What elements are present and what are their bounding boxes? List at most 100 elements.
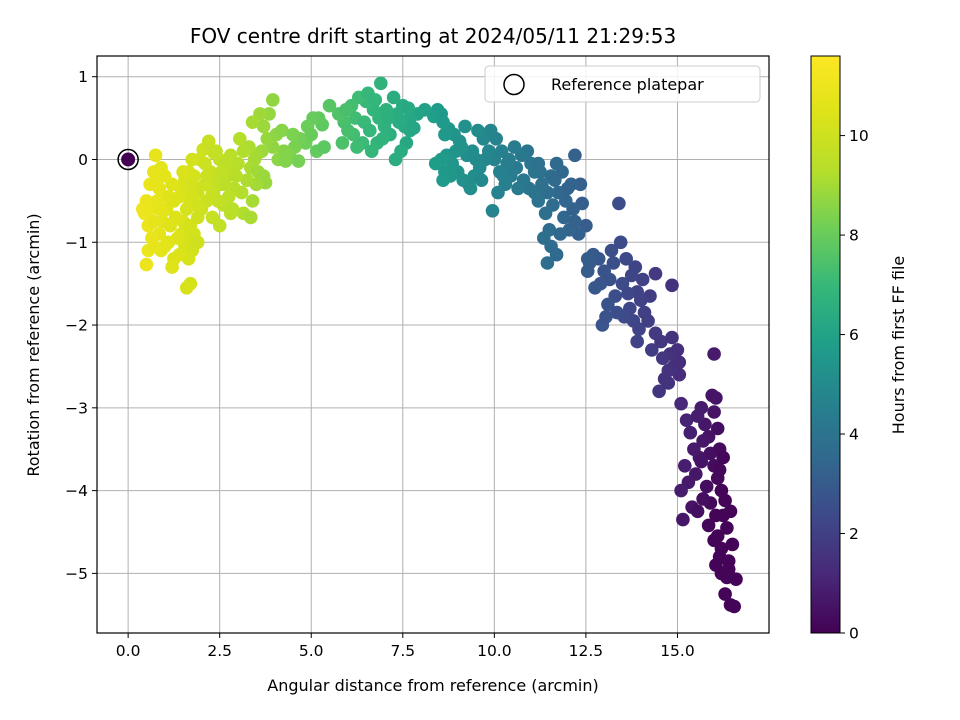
data-point [428, 156, 443, 171]
x-tick-label: 7.5 [390, 642, 415, 660]
data-point [179, 281, 194, 295]
colorbar-tick-label: 2 [849, 525, 859, 543]
data-point [496, 169, 511, 183]
data-point [701, 518, 716, 533]
data-point [670, 343, 685, 357]
x-tick-label: 0.0 [116, 642, 141, 660]
data-points [136, 76, 743, 614]
chart-title: FOV centre drift starting at 2024/05/11 … [190, 24, 676, 48]
colorbar: 0 2 4 6 8 10 Hours from first FF file [810, 55, 908, 643]
data-point [381, 111, 395, 125]
data-point [452, 134, 467, 149]
data-point [209, 144, 223, 158]
data-point [588, 281, 602, 295]
y-tick-label: −2 [65, 317, 88, 335]
data-point [148, 148, 163, 163]
data-point [657, 372, 672, 386]
data-point [185, 152, 199, 167]
data-point [601, 297, 615, 312]
data-point [696, 492, 710, 506]
data-point [707, 533, 721, 548]
data-point [612, 196, 626, 211]
x-axis-ticks: 0.0 2.5 5.0 7.5 10.0 12.5 15.0 [116, 633, 695, 660]
data-point [322, 98, 337, 113]
data-point [489, 132, 504, 146]
data-point [335, 136, 350, 150]
colorbar-tick-label: 8 [849, 227, 859, 245]
y-tick-label: −5 [65, 565, 88, 583]
data-point [223, 206, 238, 221]
data-point [317, 140, 331, 154]
data-point [648, 266, 663, 281]
data-point [154, 161, 168, 175]
x-tick-label: 15.0 [660, 642, 695, 660]
data-point [229, 169, 243, 183]
data-point [190, 210, 205, 225]
data-point [152, 202, 167, 216]
data-point [147, 214, 161, 229]
data-point [540, 256, 555, 270]
data-point [364, 144, 379, 158]
data-point [185, 177, 199, 192]
data-point [549, 247, 564, 262]
data-point [436, 115, 450, 129]
data-point [580, 264, 595, 279]
x-tick-label: 2.5 [207, 642, 232, 660]
data-point [634, 293, 648, 308]
colorbar-tick-label: 0 [849, 625, 859, 643]
data-point [236, 144, 251, 158]
data-point [386, 90, 401, 105]
data-point [233, 132, 247, 146]
colorbar-label: Hours from first FF file [889, 256, 908, 435]
data-point [553, 227, 568, 241]
data-point [148, 177, 163, 192]
x-axis-label: Angular distance from reference (arcmin) [267, 676, 598, 695]
y-tick-label: 1 [78, 68, 88, 86]
reference-platepar-marker [117, 148, 139, 171]
data-point [438, 127, 452, 142]
data-point [244, 210, 258, 225]
data-point [407, 121, 421, 135]
data-point [710, 421, 725, 436]
data-point [161, 189, 176, 204]
data-point [604, 243, 619, 258]
data-point [610, 305, 624, 320]
data-point [619, 251, 633, 266]
data-point [597, 264, 611, 279]
data-point [690, 409, 705, 423]
data-point [436, 173, 450, 187]
data-point [557, 210, 571, 225]
data-point [676, 512, 690, 527]
data-point [458, 119, 472, 134]
data-point [500, 156, 514, 171]
data-point [165, 260, 179, 274]
data-point [672, 355, 687, 370]
data-point [363, 123, 377, 138]
data-point [474, 173, 489, 187]
data-point [707, 347, 721, 361]
data-point [538, 206, 553, 221]
data-point [678, 459, 692, 473]
data-point [716, 450, 730, 465]
data-point [656, 351, 670, 366]
data-point [190, 235, 205, 250]
x-tick-label: 12.5 [569, 642, 604, 660]
data-point [560, 181, 575, 196]
data-point [275, 123, 289, 138]
data-point [723, 598, 738, 612]
data-point [469, 152, 483, 167]
x-tick-label: 10.0 [477, 642, 512, 660]
data-point [712, 550, 727, 564]
data-point [223, 148, 238, 163]
data-point [723, 504, 738, 519]
data-point [632, 322, 646, 337]
y-tick-label: −1 [65, 234, 88, 252]
legend-label-reference: Reference platepar [551, 75, 704, 94]
data-point [624, 268, 639, 283]
data-point [559, 194, 573, 208]
data-point [374, 76, 388, 91]
colorbar-tick-label: 10 [849, 127, 869, 145]
reference-marker-group [117, 148, 139, 171]
data-point [511, 181, 525, 196]
